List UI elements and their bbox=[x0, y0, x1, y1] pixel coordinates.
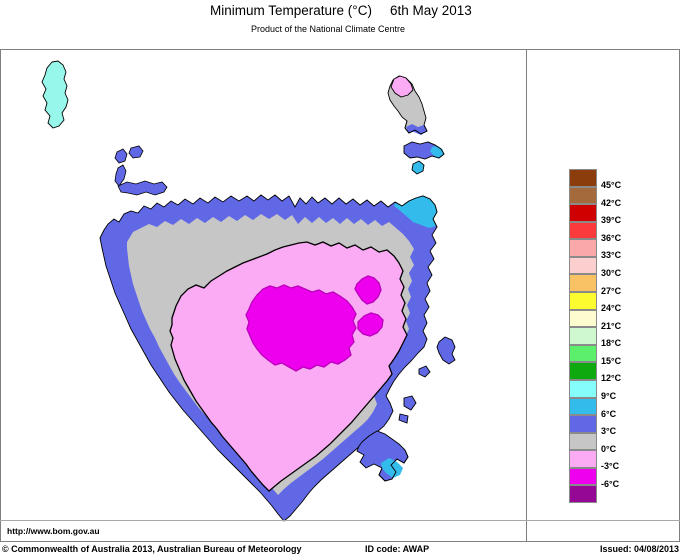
legend-label-0: 45°C bbox=[601, 180, 622, 191]
legend-label-9: 18°C bbox=[601, 338, 622, 349]
legend-swatch-10 bbox=[569, 344, 597, 363]
legend-swatch-15 bbox=[569, 432, 597, 451]
legend-swatch-12 bbox=[569, 379, 597, 398]
bom-url: http://www.bom.gov.au bbox=[7, 526, 100, 536]
issued-date-text: Issued: 04/08/2013 bbox=[599, 544, 679, 554]
url-strip-rule bbox=[0, 520, 680, 521]
legend-label-15: 0°C bbox=[601, 443, 617, 454]
legend-label-11: 12°C bbox=[601, 373, 622, 384]
flinders-blue-strip bbox=[406, 124, 427, 135]
tasman-cyan-patch bbox=[381, 458, 403, 478]
maria-island bbox=[436, 336, 456, 365]
legend-label-6: 27°C bbox=[601, 285, 622, 296]
flinders-island bbox=[387, 75, 428, 135]
legend-swatch-13 bbox=[569, 397, 597, 416]
legend-label-17: -6°C bbox=[601, 478, 620, 489]
legend-swatch-16 bbox=[569, 450, 597, 468]
map-date: 6th May 2013 bbox=[390, 3, 472, 18]
cape-barren-island bbox=[403, 141, 445, 160]
legend-labels: 45°C 42°C 39°C 36°C 33°C 30°C 27°C 24°C 21°C 18°C… bbox=[601, 169, 641, 503]
legend-label-3: 36°C bbox=[601, 232, 622, 243]
northeast-cyan-band bbox=[394, 196, 437, 228]
legend-label-8: 21°C bbox=[601, 320, 622, 331]
legend-swatch-2 bbox=[569, 204, 597, 222]
clarke-island bbox=[411, 160, 425, 175]
legend-label-4: 33°C bbox=[601, 250, 622, 261]
legend-swatch-6 bbox=[569, 274, 597, 293]
legend-label-13: 6°C bbox=[601, 408, 617, 419]
copyright-text: © Commonwealth of Australia 2013, Austra… bbox=[2, 544, 302, 554]
legend-swatch-5 bbox=[569, 256, 597, 275]
id-code-text: ID code: AWAP bbox=[365, 544, 430, 554]
legend-label-7: 24°C bbox=[601, 303, 622, 314]
legend-label-14: 3°C bbox=[601, 426, 617, 437]
magenta-core-ne2 bbox=[357, 312, 384, 337]
legend-label-10: 15°C bbox=[601, 355, 622, 366]
southeast-islands bbox=[356, 336, 456, 482]
page-title: Minimum Temperature (°C) bbox=[210, 3, 372, 18]
legend-swatch-1 bbox=[569, 186, 597, 205]
legend-swatch-14 bbox=[569, 415, 597, 433]
legend-panel-divider bbox=[526, 49, 527, 542]
legend-swatch-0 bbox=[569, 169, 597, 187]
legend-swatch-8 bbox=[569, 309, 597, 328]
legend-swatch-3 bbox=[569, 221, 597, 240]
legend-swatch-7 bbox=[569, 292, 597, 310]
legend-swatch-9 bbox=[569, 327, 597, 345]
northwest-islands bbox=[114, 145, 168, 196]
magenta-cores bbox=[245, 275, 384, 372]
legend-swatch-18 bbox=[569, 485, 597, 503]
legend-swatch-11 bbox=[569, 362, 597, 380]
legend-swatch-4 bbox=[569, 239, 597, 257]
page-subtitle: Product of the National Climate Centre bbox=[250, 24, 406, 34]
legend-label-12: 9°C bbox=[601, 391, 617, 402]
legend-label-16: -3°C bbox=[601, 461, 620, 472]
legend-label-1: 42°C bbox=[601, 197, 622, 208]
magenta-core-main bbox=[245, 284, 357, 372]
magenta-core-ne1 bbox=[354, 275, 382, 305]
legend-label-5: 30°C bbox=[601, 267, 622, 278]
legend-label-2: 39°C bbox=[601, 215, 622, 226]
flinders-pink-patch bbox=[390, 75, 414, 98]
legend-swatch-17 bbox=[569, 467, 597, 486]
king-island bbox=[41, 60, 69, 129]
legend-color-scale bbox=[569, 169, 597, 503]
